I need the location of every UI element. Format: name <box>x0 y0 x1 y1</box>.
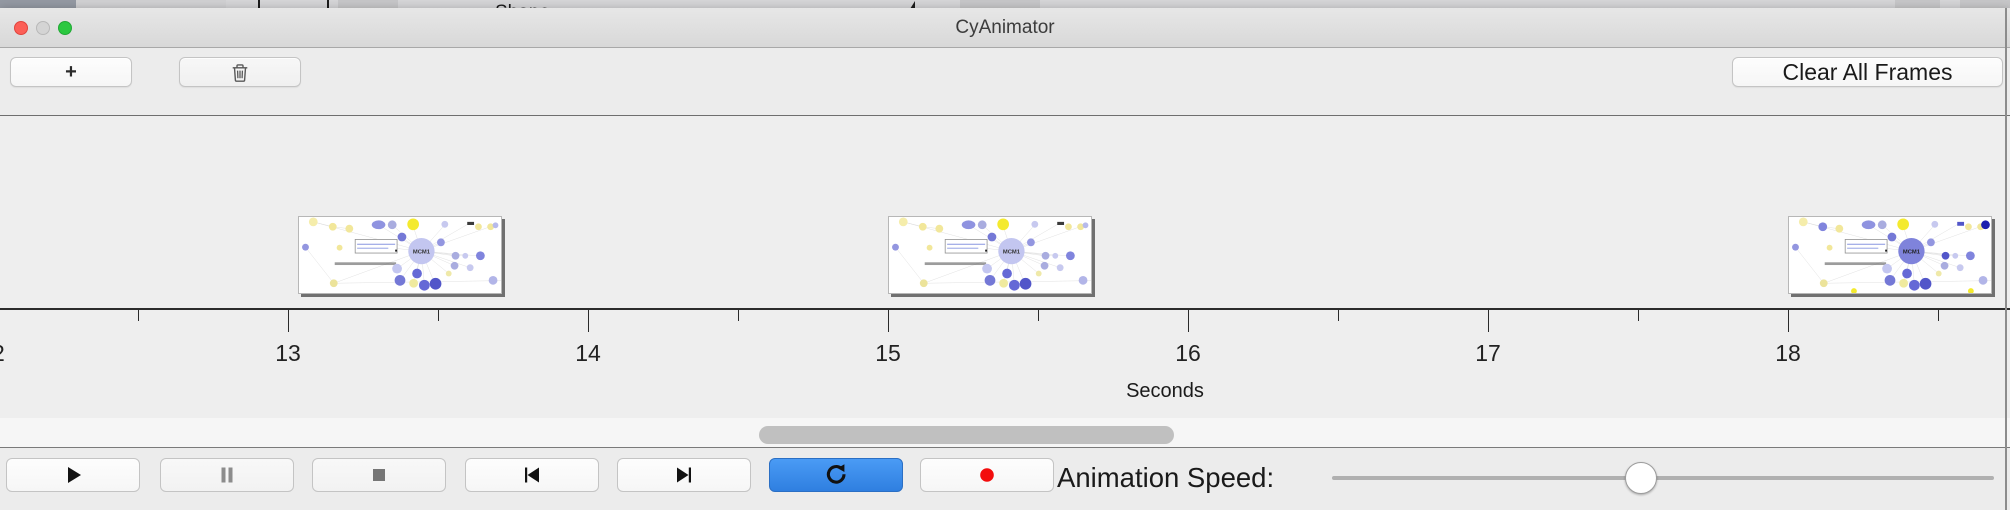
svg-text:MCM1: MCM1 <box>1903 249 1921 255</box>
svg-text:MCM1: MCM1 <box>1003 249 1021 255</box>
svg-text:MCM1: MCM1 <box>413 249 431 255</box>
